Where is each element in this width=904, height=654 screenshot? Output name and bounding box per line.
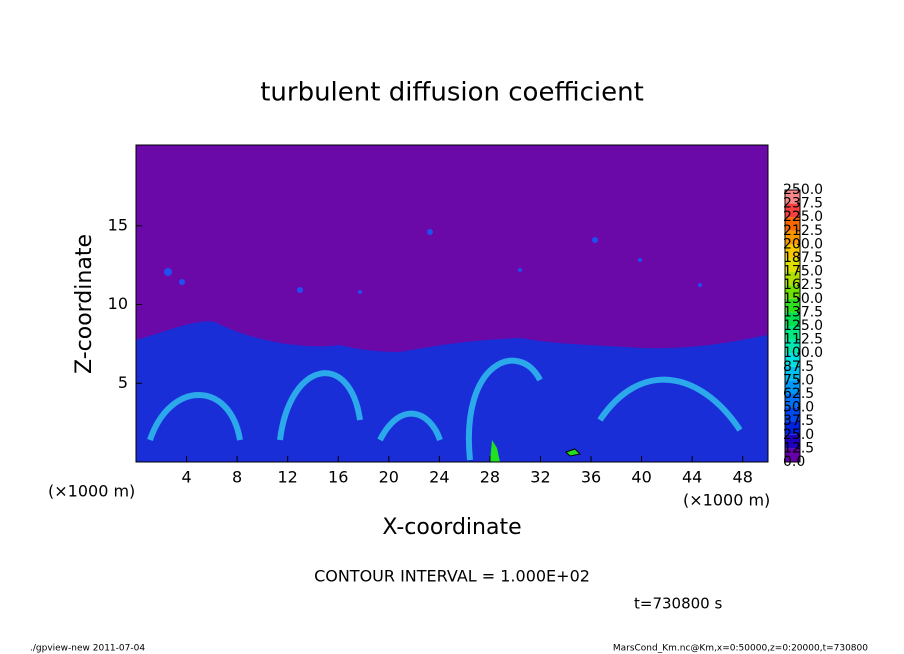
x-unit-label: (×1000 m) [48,482,135,501]
colorbar-label: 250.0 [783,182,823,198]
colorbar-label: 200.0 [783,236,823,252]
colorbar-label: 150.0 [783,291,823,307]
colorbar-bin [785,230,800,245]
colorbar-bin [785,448,800,462]
colorbar-bin [785,217,800,231]
y-tick-label: 15 [108,215,128,234]
colorbar-bin [785,366,800,381]
colorbar-label: 37.5 [783,413,814,429]
colorbar-label: 237.5 [783,196,823,212]
colorbar-label: 187.5 [783,250,823,266]
x-tick-label: 20 [379,468,399,487]
x-tick-label: 8 [232,468,242,487]
colorbar-bin [785,353,800,367]
colorbar-bin [785,434,800,449]
colorbar-label: 25.0 [783,427,814,443]
x-tick-label: 12 [278,468,298,487]
colorbar-bin [785,271,800,286]
field-lower [136,321,768,462]
colorbar-label: 175.0 [783,264,823,280]
colorbar-bin [785,421,800,435]
colorbar-label: 212.5 [783,223,823,239]
y-tick-label: 10 [108,294,128,313]
y-tick-label: 5 [118,373,128,392]
colorbar-label: 137.5 [783,304,823,320]
colorbar-bin [785,244,800,258]
x-axis-label: X-coordinate [382,515,521,540]
colorbar-bin [785,258,800,272]
colorbar-bin [785,190,800,204]
colorbar-bin [785,285,800,299]
field-specks [164,229,702,294]
footer-left: ./gpview-new 2011-07-04 [30,644,145,654]
colorbar-label: 125.0 [783,318,823,334]
x-tick-label: 44 [682,468,702,487]
colorbar-label: 75.0 [783,372,814,388]
x-tick-label: 36 [581,468,601,487]
colorbar-label: 12.5 [783,440,814,456]
chart-title: turbulent diffusion coefficient [260,78,644,108]
colorbar-label: 62.5 [783,386,814,402]
colorbar-label: 87.5 [783,359,814,375]
colorbar-bin [785,203,800,218]
footer-right: MarsCond_Km.nc@Km,x=0:50000,z=0:20000,t=… [613,644,868,654]
colorbar-bin [785,407,800,422]
colorbar-bin [785,339,800,354]
plot-frame [135,144,769,463]
colorbar-label: 50.0 [783,400,814,416]
colorbar-bin [785,394,800,408]
colorbar-bin [785,380,800,394]
x-tick-label: 24 [429,468,449,487]
contour-interval: CONTOUR INTERVAL = 1.000E+02 [314,567,590,586]
field-spot [565,448,582,457]
x-unit-label: (×1000 m) [683,491,770,510]
x-tick-label: 32 [530,468,550,487]
x-tick-label: 4 [181,468,191,487]
colorbar-bin [785,326,800,340]
field-streaks [147,357,743,461]
colorbar-label: 225.0 [783,209,823,225]
colorbar-label: 112.5 [783,332,823,348]
colorbar-bin [785,298,800,313]
time-label: t=730800 s [634,595,722,613]
x-tick-label: 16 [328,468,348,487]
colorbar-label: 100.0 [783,345,823,361]
colorbar-label: 0.0 [783,454,805,470]
colorbar-bin [785,312,800,326]
y-axis-label: Z-coordinate [72,234,97,374]
x-tick-label: 40 [631,468,651,487]
field-spot [490,440,500,462]
field [135,144,769,463]
x-tick-label: 48 [733,468,753,487]
x-tick-label: 28 [480,468,500,487]
colorbar-label: 162.5 [783,277,823,293]
